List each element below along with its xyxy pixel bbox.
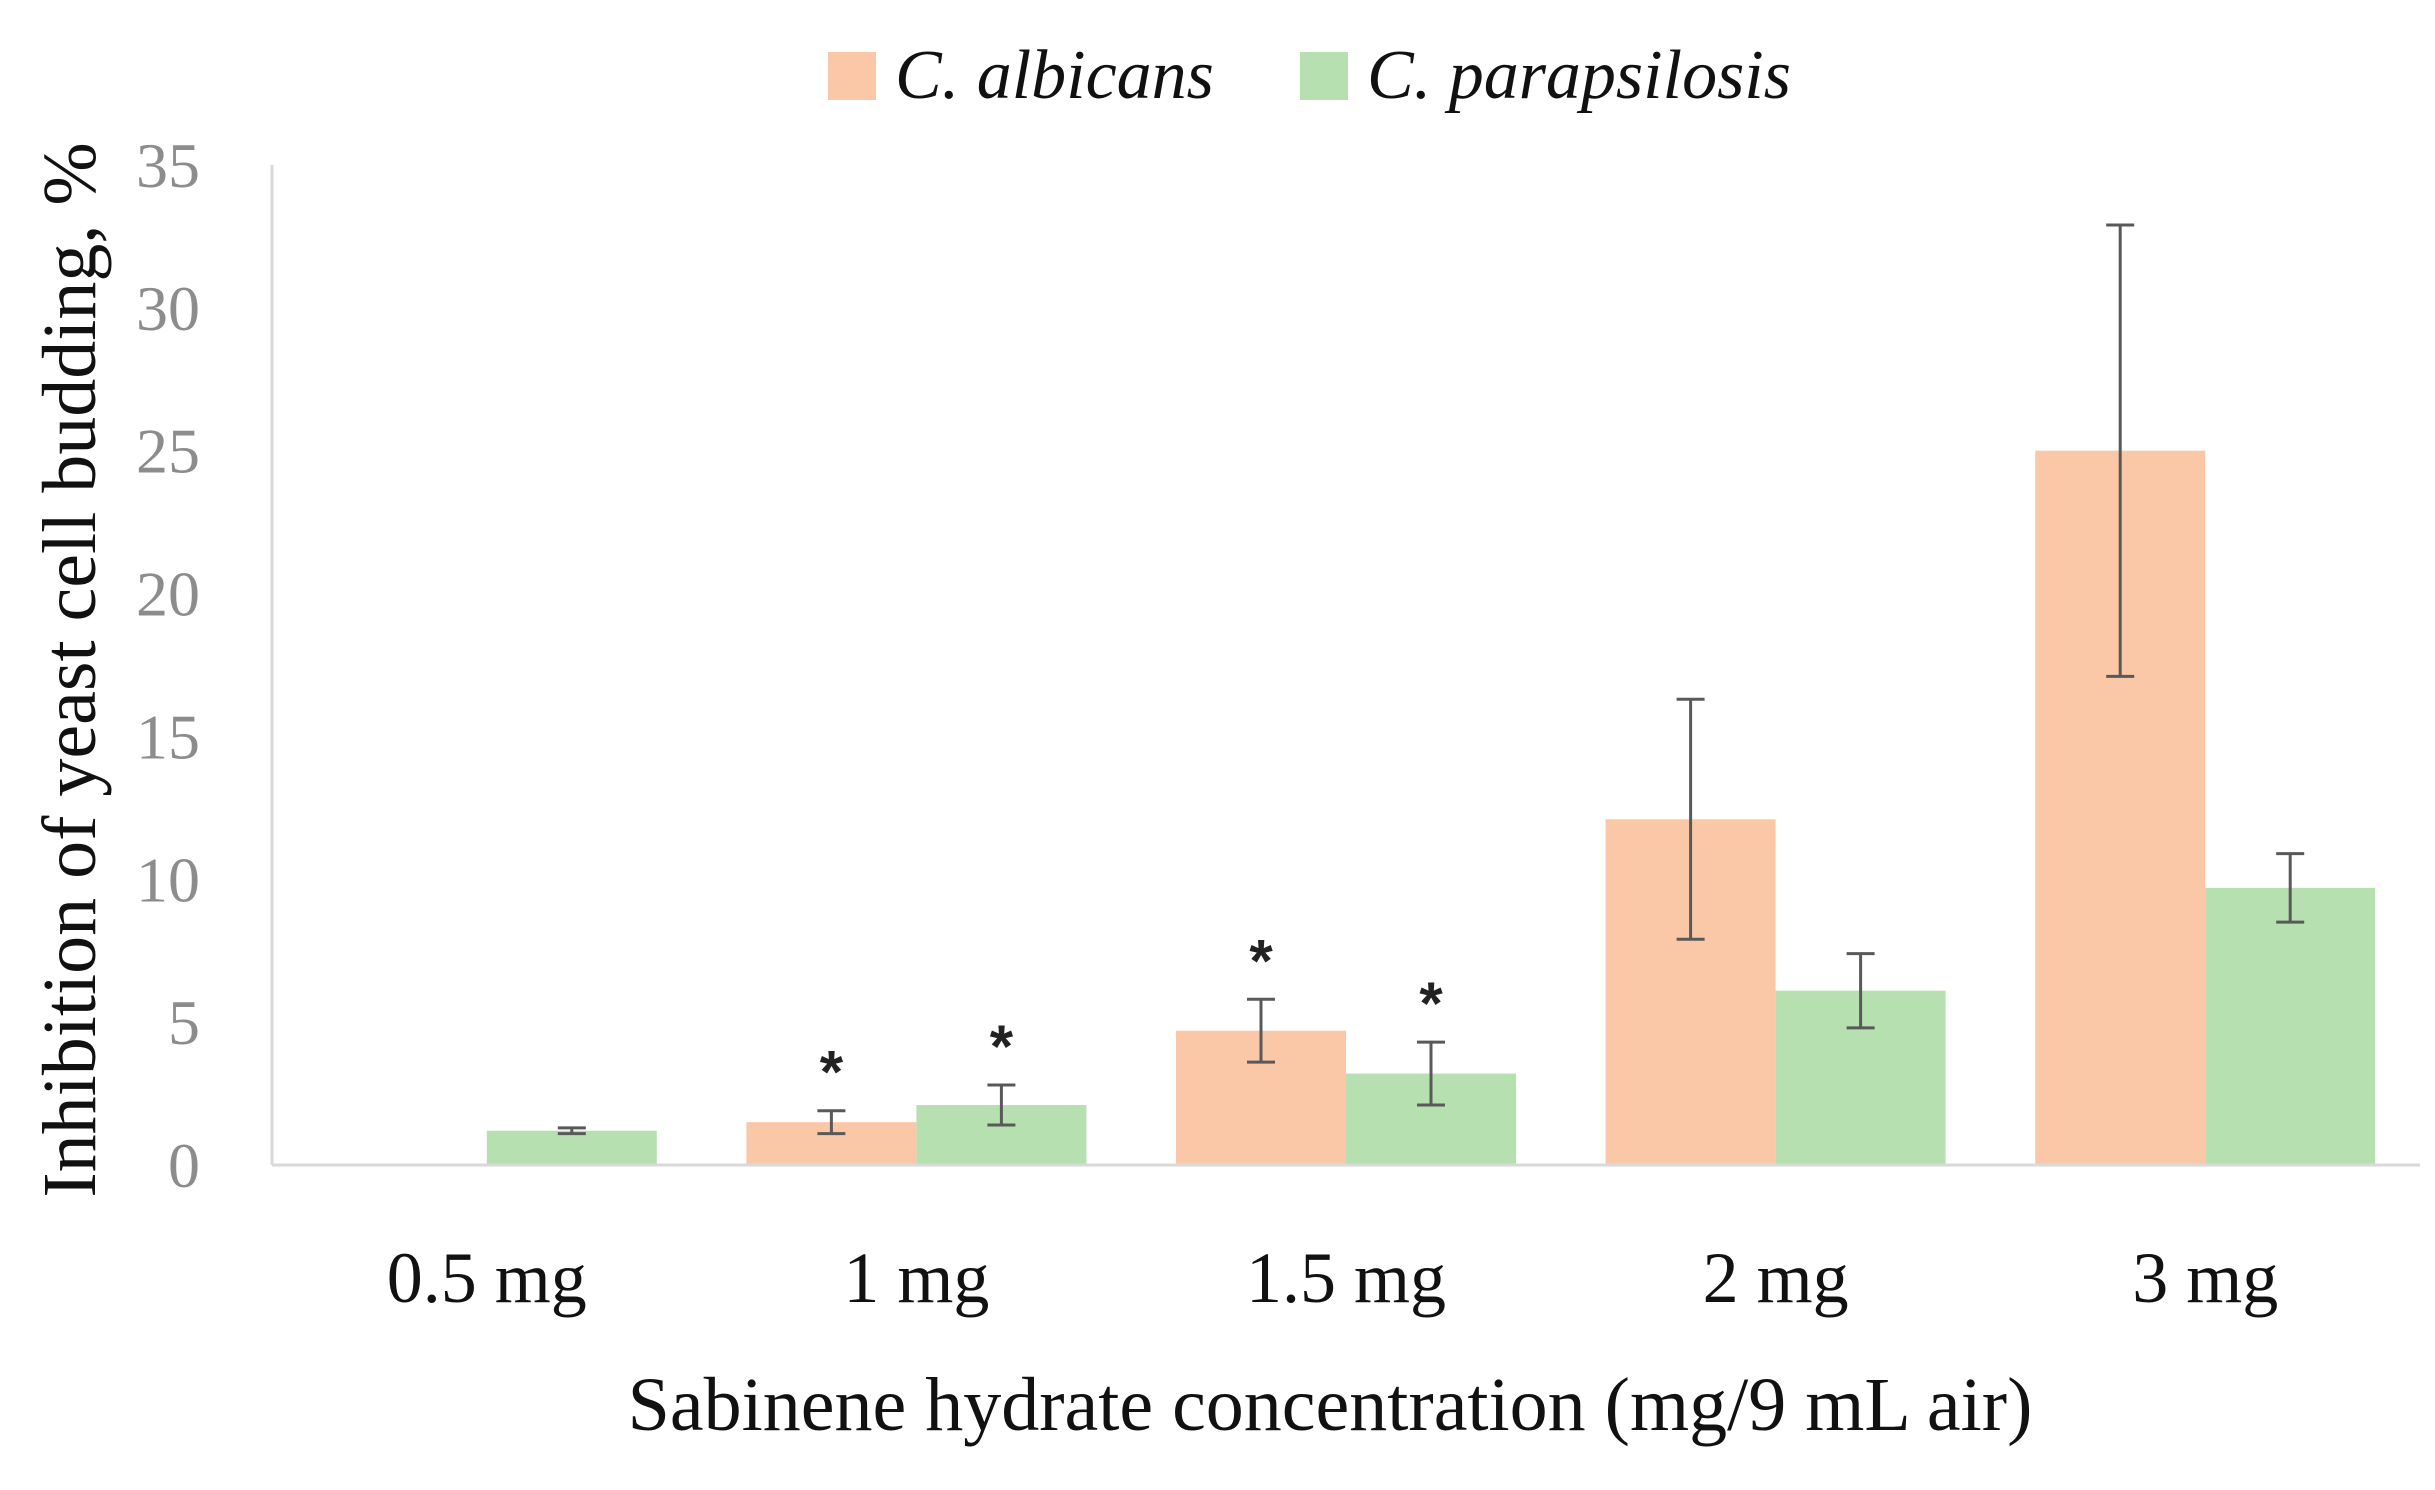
legend-label: C. albicans [895,37,1214,114]
x-tick-label: 3 mg [2132,1238,2278,1318]
significance-mark: * [1249,927,1273,994]
y-axis-title: Inhibition of yeast cell budding, % [28,142,112,1197]
significance-mark: * [820,1039,844,1106]
y-tick-label: 30 [136,273,200,344]
y-tick-label: 15 [136,701,200,772]
bar-c-parapsilosis [486,1130,657,1165]
legend: C. albicans C. parapsilosis [828,37,1791,114]
y-tick-label: 25 [136,416,200,487]
y-tick-label: 10 [136,844,200,915]
significance-mark: * [1419,970,1443,1037]
x-tick-label: 1.5 mg [1246,1238,1446,1318]
legend-label: C. parapsilosis [1367,37,1791,114]
x-tick-label: 2 mg [1703,1238,1849,1318]
y-axis: 0 5 10 15 20 25 30 35 [136,130,274,1201]
legend-swatch [828,52,876,100]
y-tick-label: 5 [168,987,200,1058]
significance-mark: * [990,1013,1014,1080]
bar-c-parapsilosis [2205,887,2376,1165]
x-axis-title: Sabinene hydrate concentration (mg/9 mL … [628,1363,2033,1447]
y-tick-label: 0 [168,1130,200,1201]
bars: * * * * [486,223,2376,1165]
y-tick-label: 35 [136,130,200,201]
x-axis: 0.5 mg 1 mg 1.5 mg 2 mg 3 mg [272,1163,2420,1318]
x-tick-label: 1 mg [843,1238,989,1318]
x-tick-label: 0.5 mg [387,1238,587,1318]
y-tick-label: 20 [136,559,200,630]
legend-swatch [1300,52,1348,100]
